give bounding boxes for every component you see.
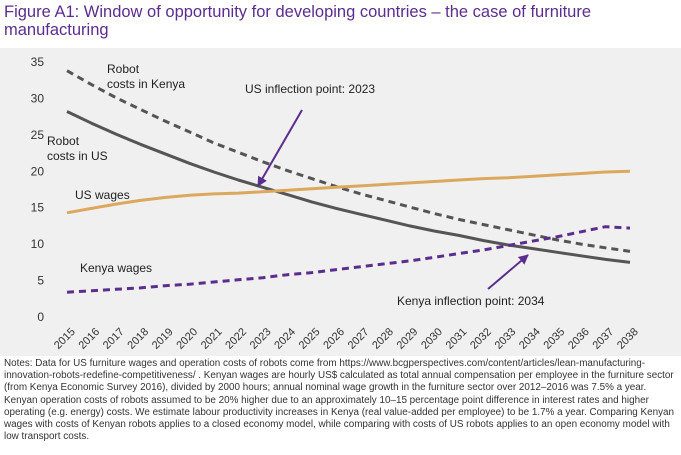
- x-tick-label: 2019: [150, 326, 176, 352]
- label-robot-us-line2: costs in US: [47, 149, 108, 163]
- y-tick-label: 0: [37, 310, 44, 324]
- label-kenya-wages: Kenya wages: [80, 261, 152, 275]
- x-tick-label: 2035: [542, 326, 568, 352]
- arrow-kenya-inflection: [487, 254, 529, 290]
- x-tick-label: 2021: [199, 326, 225, 352]
- plot-background: [0, 48, 681, 356]
- series-line-kenya-wages: [66, 225, 631, 294]
- x-tick-label: 2030: [419, 326, 445, 352]
- x-tick-label: 2027: [346, 326, 372, 352]
- y-tick-label: 35: [31, 55, 45, 69]
- x-tick-label: 2031: [444, 326, 470, 352]
- figure-notes: Notes: Data for US furniture wages and o…: [4, 358, 675, 443]
- x-tick-label: 2034: [517, 326, 543, 352]
- y-axis: 0 5 10 15 20 25 30 35: [31, 55, 45, 324]
- y-tick-label: 5: [37, 274, 44, 288]
- x-tick-label: 2028: [370, 326, 396, 352]
- y-tick-label: 30: [31, 91, 45, 105]
- series-line-us-wages: [66, 169, 631, 215]
- y-tick-label: 25: [31, 128, 45, 142]
- y-tick-label: 15: [31, 201, 45, 215]
- annotations: US inflection point: 2023 Kenya inflecti…: [245, 82, 545, 308]
- x-tick-label: 2016: [76, 326, 102, 352]
- series-lines: [66, 69, 631, 294]
- figure-title: Figure A1: Window of opportunity for dev…: [4, 3, 591, 39]
- x-tick-label: 2038: [615, 326, 641, 352]
- x-tick-label: 2018: [125, 326, 151, 352]
- x-axis: 2015201620172018201920202021202220232024…: [52, 326, 641, 352]
- label-robot-kenya-line1: Robot: [107, 62, 140, 76]
- x-tick-label: 2033: [493, 326, 519, 352]
- y-tick-label: 10: [31, 237, 45, 251]
- x-tick-label: 2023: [248, 326, 274, 352]
- x-tick-label: 2029: [395, 326, 421, 352]
- label-us-wages: US wages: [75, 188, 130, 202]
- x-tick-label: 2026: [321, 326, 347, 352]
- x-tick-label: 2032: [468, 326, 494, 352]
- x-tick-label: 2036: [566, 326, 592, 352]
- label-robot-us-line1: Robot: [47, 134, 80, 148]
- x-tick-label: 2015: [52, 326, 78, 352]
- annotation-us-inflection: US inflection point: 2023: [245, 82, 375, 96]
- y-tick-label: 20: [31, 164, 45, 178]
- label-robot-kenya-line2: costs in Kenya: [107, 77, 185, 91]
- x-tick-label: 2017: [101, 326, 127, 352]
- series-labels: Robot costs in Kenya Robot costs in US U…: [47, 62, 185, 275]
- series-line-robot-costs-in-kenya: [66, 69, 631, 253]
- x-tick-label: 2024: [272, 326, 298, 352]
- x-tick-label: 2025: [297, 326, 323, 352]
- x-tick-label: 2022: [223, 326, 249, 352]
- x-tick-label: 2037: [591, 326, 617, 352]
- arrow-us-inflection: [257, 109, 303, 187]
- annotation-kenya-inflection: Kenya inflection point: 2034: [397, 294, 545, 308]
- x-tick-label: 2020: [174, 326, 200, 352]
- series-line-robot-costs-in-us: [66, 110, 631, 264]
